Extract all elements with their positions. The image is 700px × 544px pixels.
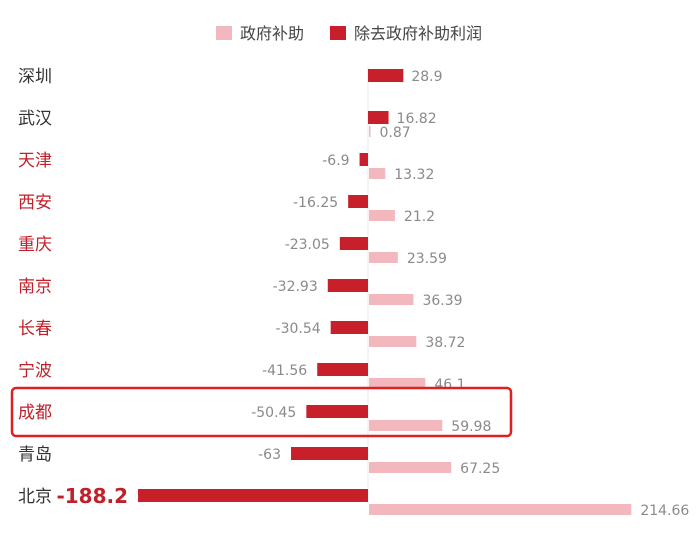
legend-label-0: 政府补助: [240, 24, 304, 43]
profit-bar-2: [359, 153, 368, 166]
profit-bar-10: [138, 489, 368, 502]
profit-bar-7: [317, 363, 368, 376]
subsidy-bar-4: [369, 252, 398, 263]
subsidy-value-label-4: 23.59: [407, 251, 447, 267]
category-label-5: 南京: [18, 277, 52, 297]
profit-bar-9: [291, 447, 368, 460]
profit-bar-3: [348, 195, 368, 208]
subsidy-bar-9: [369, 462, 452, 473]
chart-overlay: [10, 386, 513, 438]
category-label-9: 青岛: [18, 445, 52, 465]
category-label-4: 重庆: [18, 235, 52, 255]
subsidy-bar-7: [369, 378, 426, 389]
legend-swatch-1: [330, 26, 346, 40]
chart-labels: 深圳 28.9 武汉 16.820.87 天津 -6.9 13.32 西安 -16.25 21.2…: [18, 67, 689, 519]
profit-value-label-9: -63: [258, 447, 281, 463]
category-label-0: 深圳: [18, 67, 52, 87]
profit-bar-6: [330, 321, 368, 334]
subsidy-bar-2: [369, 168, 386, 179]
category-label-2: 天津: [18, 151, 52, 171]
category-label-7: 宁波: [18, 361, 52, 381]
legend-label-1: 除去政府补助利润: [354, 24, 482, 43]
category-label-8: 成都: [18, 403, 52, 423]
profit-value-label-2: -6.9: [322, 153, 349, 169]
profit-bar-4: [339, 237, 368, 250]
subsidy-bar-5: [369, 294, 414, 305]
profit-bar-5: [327, 279, 368, 292]
profit-value-label-6: -30.54: [276, 321, 321, 337]
subsidy-value-label-3: 21.2: [404, 209, 435, 225]
subsidy-value-label-2: 13.32: [394, 167, 434, 183]
category-label-3: 西安: [18, 193, 52, 213]
subsidy-value-label-7: 46.1: [434, 377, 465, 393]
profit-value-label-8: -50.45: [251, 405, 296, 421]
profit-value-label-1: 16.82: [397, 111, 437, 127]
subsidy-value-label-1: 0.87: [380, 125, 411, 141]
category-label-10: 北京: [18, 487, 52, 507]
profit-value-label-10: -188.2: [56, 484, 128, 508]
profit-bar-1: [368, 111, 389, 124]
subsidy-value-label-8: 59.98: [451, 419, 491, 435]
subsidy-bar-3: [369, 210, 395, 221]
profit-value-label-0: 28.9: [411, 69, 442, 85]
category-label-1: 武汉: [18, 109, 52, 129]
subsidy-value-label-5: 36.39: [422, 293, 462, 309]
subsidy-value-label-10: 214.66: [640, 503, 689, 519]
subsidy-value-label-6: 38.72: [425, 335, 465, 351]
profit-bar-0: [368, 69, 404, 82]
profit-value-label-5: -32.93: [273, 279, 318, 295]
subsidy-bar-8: [369, 420, 443, 431]
profit-value-label-3: -16.25: [293, 195, 338, 211]
subsidy-bar-10: [369, 504, 632, 515]
profit-value-label-4: -23.05: [285, 237, 330, 253]
profit-value-label-7: -41.56: [262, 363, 307, 379]
legend: 政府补助 除去政府补助利润: [216, 24, 482, 43]
subsidy-value-label-9: 67.25: [460, 461, 500, 477]
subsidy-bar-6: [369, 336, 417, 347]
highlight-box: [10, 386, 513, 438]
profit-bar-8: [306, 405, 368, 418]
category-label-6: 长春: [18, 319, 52, 339]
subsidy-bar-1: [369, 126, 371, 137]
chart-bars: [138, 66, 632, 515]
legend-swatch-0: [216, 26, 232, 40]
